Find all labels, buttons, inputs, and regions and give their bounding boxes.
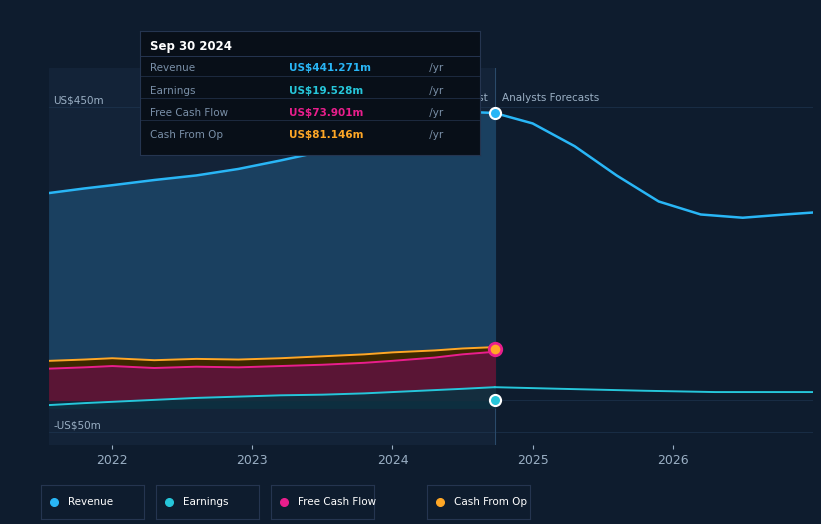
Text: /yr: /yr xyxy=(426,130,443,140)
Text: -US$50m: -US$50m xyxy=(53,420,101,430)
Text: /yr: /yr xyxy=(426,85,443,95)
Bar xyxy=(495,68,813,445)
Text: US$19.528m: US$19.528m xyxy=(290,85,364,95)
Text: Cash From Op: Cash From Op xyxy=(149,130,222,140)
Text: Past: Past xyxy=(466,93,488,103)
Text: US$73.901m: US$73.901m xyxy=(290,108,364,118)
Text: US$441.271m: US$441.271m xyxy=(290,63,371,73)
Text: Cash From Op: Cash From Op xyxy=(454,497,526,507)
Text: US$0: US$0 xyxy=(53,388,80,398)
Text: /yr: /yr xyxy=(426,108,443,118)
Bar xyxy=(49,68,495,445)
Text: Sep 30 2024: Sep 30 2024 xyxy=(149,40,232,53)
Text: Analysts Forecasts: Analysts Forecasts xyxy=(502,93,599,103)
Text: Earnings: Earnings xyxy=(183,497,228,507)
Text: US$450m: US$450m xyxy=(53,95,104,105)
Text: Free Cash Flow: Free Cash Flow xyxy=(149,108,228,118)
Text: US$81.146m: US$81.146m xyxy=(290,130,364,140)
Text: Free Cash Flow: Free Cash Flow xyxy=(298,497,376,507)
Text: Revenue: Revenue xyxy=(149,63,195,73)
Text: Revenue: Revenue xyxy=(68,497,112,507)
Text: /yr: /yr xyxy=(426,63,443,73)
Text: Earnings: Earnings xyxy=(149,85,195,95)
